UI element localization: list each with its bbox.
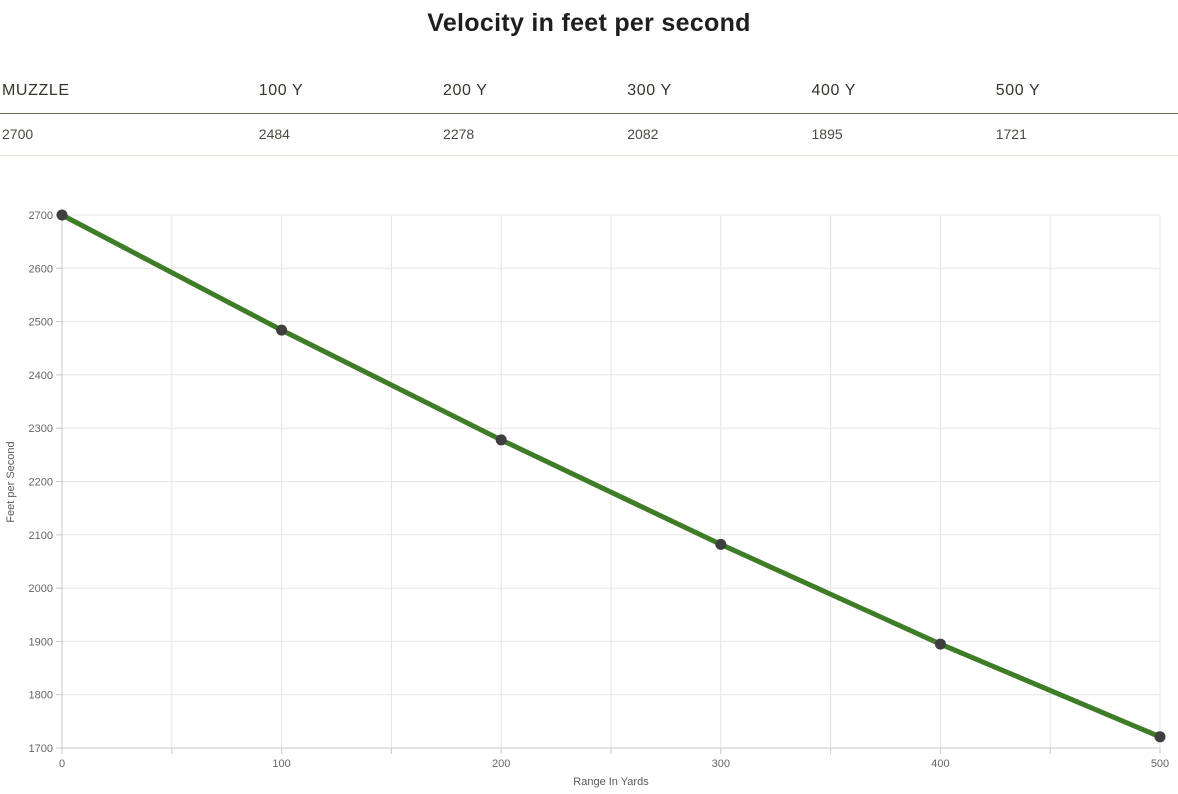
y-tick-label: 2400 xyxy=(29,370,53,382)
y-tick-label: 2500 xyxy=(29,317,53,329)
x-axis-label: Range In Yards xyxy=(573,776,649,788)
table-value-row: 2700 2484 2278 2082 1895 1721 xyxy=(0,113,1178,156)
table-value-cell-muzzle: 2700 xyxy=(0,113,257,156)
x-tick-label: 300 xyxy=(712,758,730,770)
velocity-chart[interactable]: 1700180019002000210022002300240025002600… xyxy=(0,194,1178,794)
table-value-cell-500y: 1721 xyxy=(993,113,1178,156)
y-tick-label: 2300 xyxy=(29,423,53,435)
y-tick-label: 2000 xyxy=(29,583,53,595)
chart-area: 1700 1800 1900 2000 2100 2200 2300 2400 2500 2600… xyxy=(0,194,1178,794)
table-value-cell-200y: 2278 xyxy=(441,113,626,156)
table-value-cell-100y: 2484 xyxy=(256,113,442,156)
table-header-cell-300y: 300 Y xyxy=(625,74,810,114)
data-point[interactable] xyxy=(56,209,68,221)
table-value-cell-400y: 1895 xyxy=(809,113,994,156)
y-tick-label: 1800 xyxy=(29,690,53,702)
table-header-cell-muzzle: MUZZLE xyxy=(0,74,257,114)
page-title: Velocity in feet per second xyxy=(427,9,751,37)
y-tick-label: 1700 xyxy=(29,743,53,755)
y-tick-label: 2600 xyxy=(29,263,53,275)
data-point[interactable] xyxy=(276,324,288,336)
data-point[interactable] xyxy=(495,434,507,446)
y-tick-label: 2700 xyxy=(29,210,53,222)
y-tick-label: 1900 xyxy=(29,636,53,648)
y-tick-label: 2100 xyxy=(29,530,53,542)
y-tick-label: 2200 xyxy=(29,477,53,489)
chart-generated-layer: 1700180019002000210022002300240025002600… xyxy=(29,209,1169,770)
data-point[interactable] xyxy=(715,538,727,550)
velocity-line xyxy=(59,212,1163,740)
table-header-cell-400y: 400 Y xyxy=(809,74,994,114)
x-tick-label: 0 xyxy=(59,758,65,770)
table-header-cell-500y: 500 Y xyxy=(993,74,1178,114)
x-tick-label: 100 xyxy=(272,758,290,770)
data-point[interactable] xyxy=(934,638,946,650)
x-tick-label: 200 xyxy=(492,758,510,770)
table-header-row: MUZZLE 100 Y 200 Y 300 Y 400 Y 500 Y xyxy=(0,74,1178,114)
table-header-cell-100y: 100 Y xyxy=(256,74,442,114)
x-tick-label: 400 xyxy=(931,758,949,770)
table-value-cell-300y: 2082 xyxy=(625,113,810,156)
table-header-cell-200y: 200 Y xyxy=(441,74,626,114)
velocity-table: MUZZLE 100 Y 200 Y 300 Y 400 Y 500 Y 270… xyxy=(0,74,1178,156)
data-point[interactable] xyxy=(1154,731,1166,743)
y-axis-label: Feet per Second xyxy=(5,441,17,522)
x-tick-label: 500 xyxy=(1151,758,1169,770)
